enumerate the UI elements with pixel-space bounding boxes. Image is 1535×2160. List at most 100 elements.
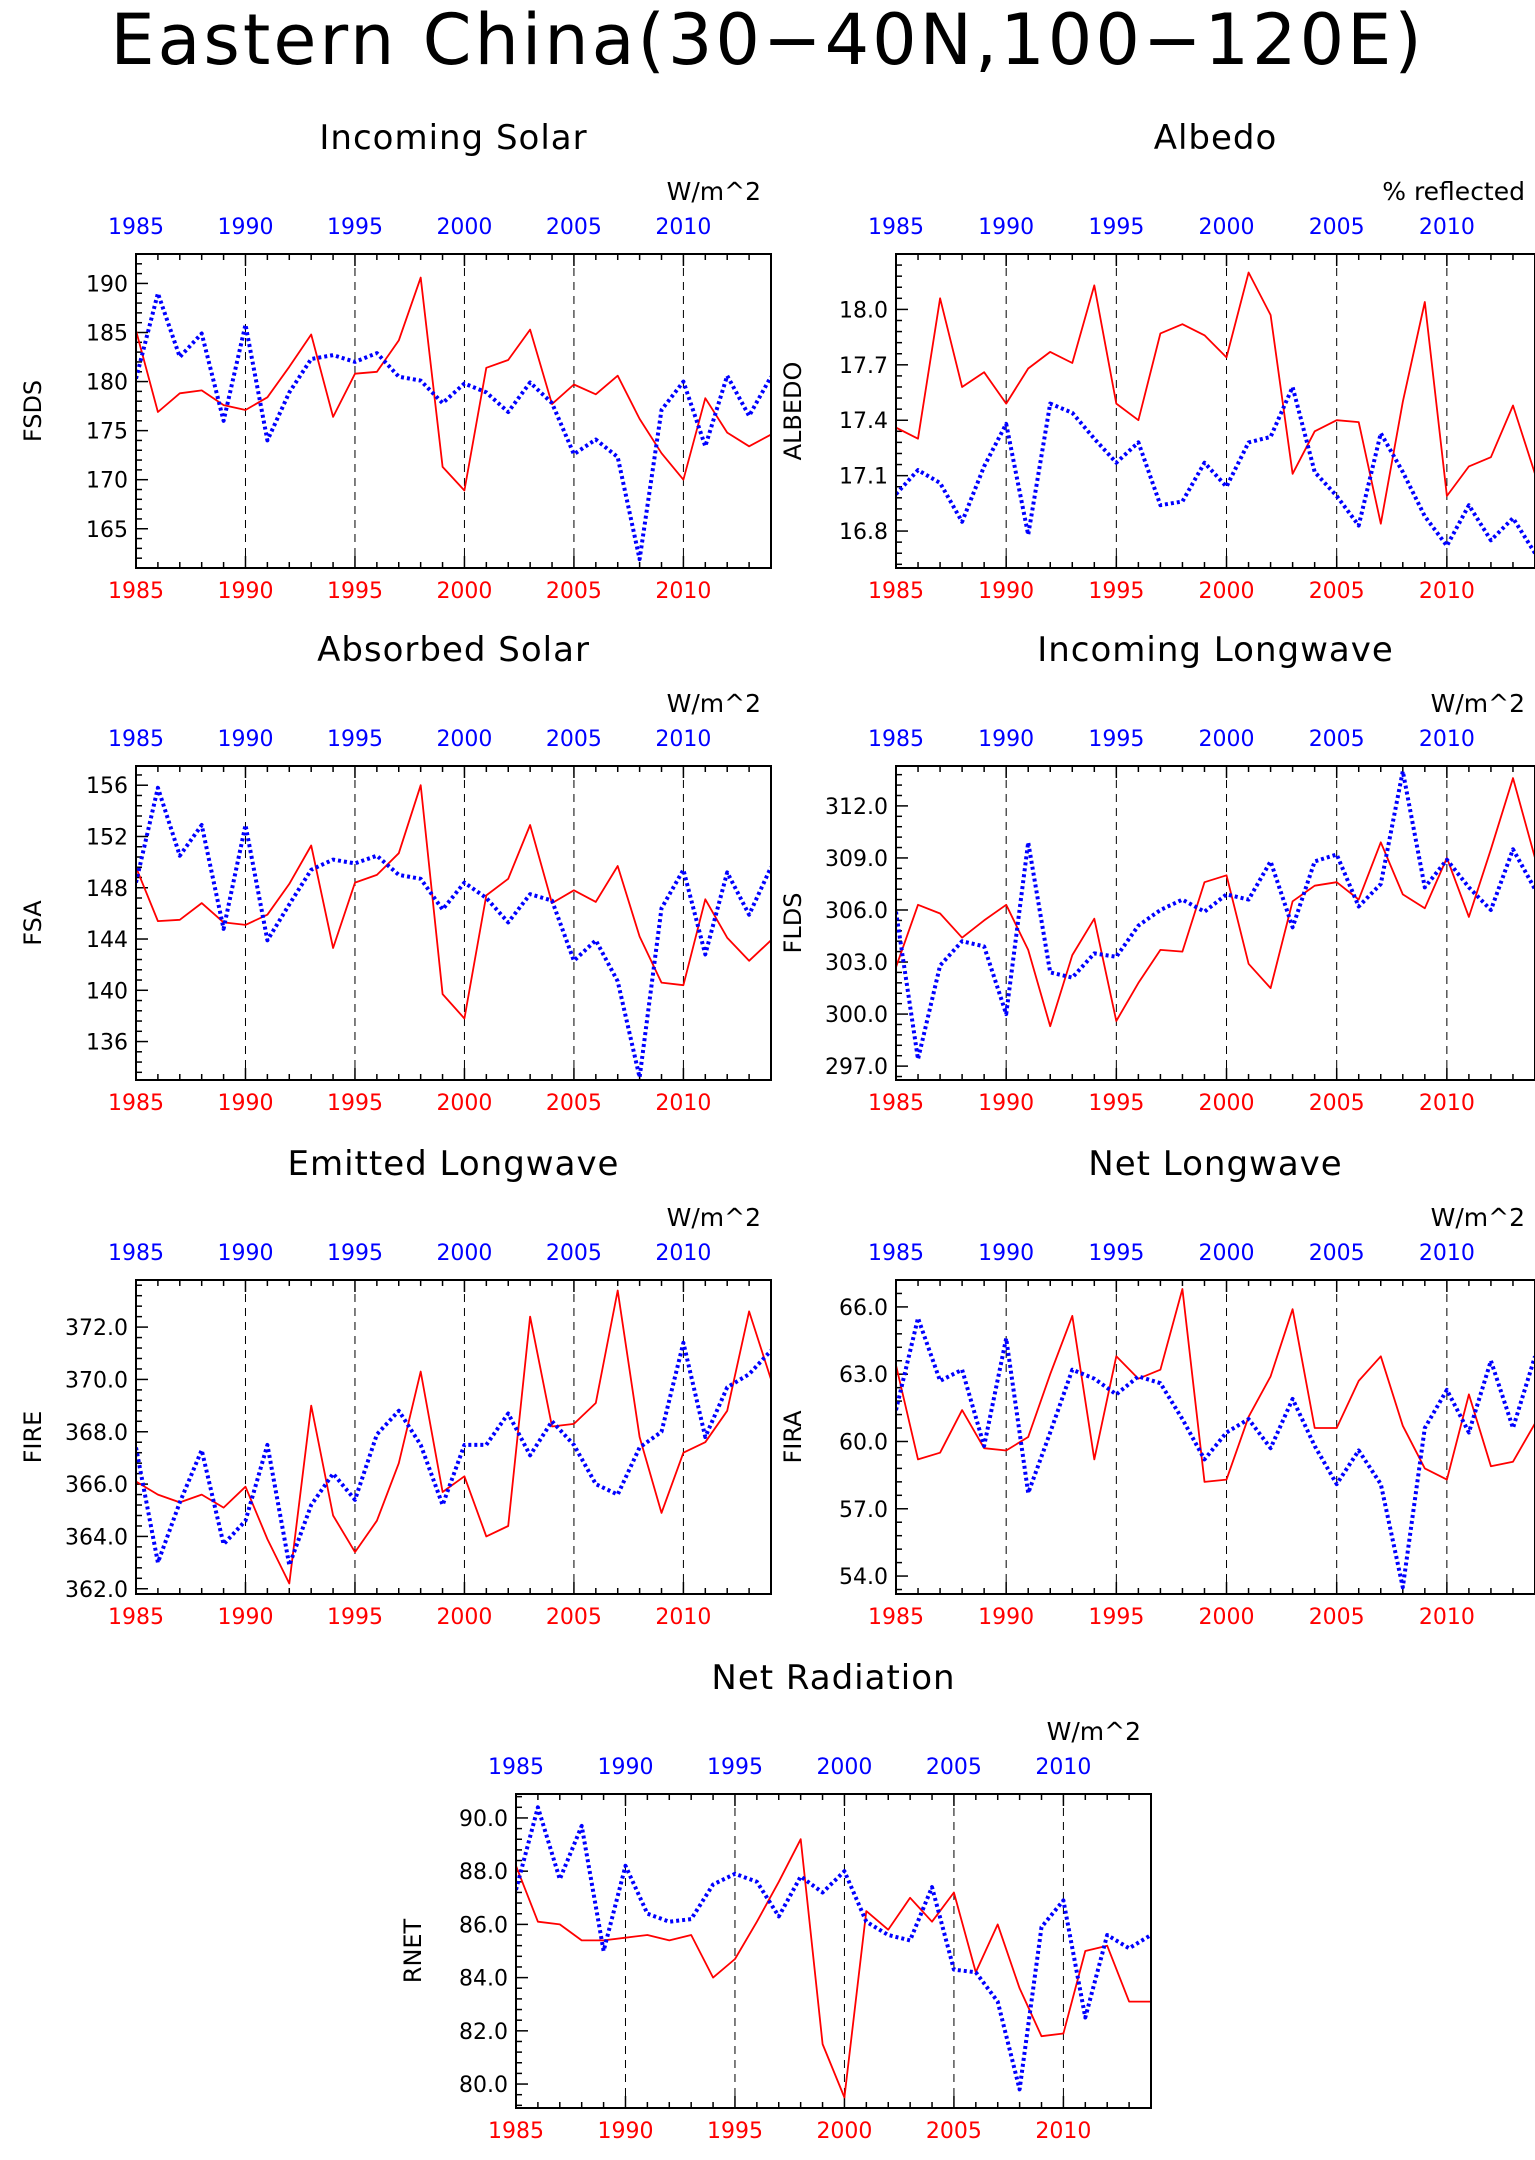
x-tick-label-top: 1990 [217, 215, 273, 240]
x-tick-label-bottom: 2005 [926, 2119, 982, 2144]
series-red-line [896, 777, 1535, 1028]
x-tick-label-top: 2010 [655, 1241, 711, 1266]
plot-frame [135, 253, 772, 569]
series-blue-line [516, 1805, 1151, 2092]
y-tick-label: 57.0 [839, 1498, 888, 1523]
x-tick-label-bottom: 1990 [597, 2119, 653, 2144]
x-tick-label-top: 2010 [1419, 1241, 1475, 1266]
y-tick-label: 84.0 [459, 1967, 508, 1992]
y-tick-label: 17.1 [839, 465, 888, 490]
y-axis-label: FSDS [19, 380, 47, 442]
y-tick-label: 136 [86, 1031, 128, 1056]
plot-frame [135, 765, 772, 1081]
y-tick-label: 88.0 [459, 1860, 508, 1885]
units-label: W/m^2 [1047, 1717, 1141, 1746]
x-tick-label-bottom: 2005 [1309, 1091, 1365, 1116]
x-tick-label-top: 1995 [1088, 727, 1144, 752]
panel-title: Absorbed Solar [317, 630, 590, 670]
x-tick-label-bottom: 2010 [1035, 2119, 1091, 2144]
plot-frame [895, 253, 1535, 569]
units-label: % reflected [1382, 177, 1525, 206]
x-tick-label-bottom: 2005 [546, 579, 602, 604]
series-red-line [136, 784, 771, 1020]
x-tick-label-top: 1985 [868, 215, 924, 240]
x-tick-label-bottom: 1985 [868, 1091, 924, 1116]
y-tick-label: 66.0 [839, 1296, 888, 1321]
y-tick-label: 140 [86, 979, 128, 1004]
y-tick-label: 152 [86, 825, 128, 850]
x-tick-label-bottom: 2005 [1309, 579, 1365, 604]
x-tick-label-top: 2010 [655, 215, 711, 240]
x-tick-label-top: 1995 [707, 1755, 763, 1780]
x-tick-label-bottom: 2010 [1419, 1091, 1475, 1116]
units-label: W/m^2 [667, 177, 761, 206]
panel-3: Absorbed Solar W/m^2 136 140 144 148 152 156 198… [19, 630, 772, 1116]
panel-4: Incoming Longwave W/m^2 297.0 300.0 303.0 306… [779, 630, 1535, 1116]
x-tick-label-bottom: 2010 [655, 579, 711, 604]
x-tick-label-bottom: 1995 [1088, 1091, 1144, 1116]
x-tick-label-bottom: 1995 [327, 1605, 383, 1630]
x-tick-label-bottom: 2000 [436, 579, 492, 604]
units-label: W/m^2 [1431, 689, 1525, 718]
x-tick-label-bottom: 2005 [546, 1091, 602, 1116]
y-tick-label: 60.0 [839, 1430, 888, 1455]
y-tick-label: 63.0 [839, 1363, 888, 1388]
x-tick-label-top: 2005 [926, 1755, 982, 1780]
y-tick-label: 17.7 [839, 354, 888, 379]
x-tick-label-bottom: 2000 [816, 2119, 872, 2144]
x-tick-label-top: 2000 [436, 215, 492, 240]
x-tick-label-bottom: 1985 [488, 2119, 544, 2144]
y-tick-label: 175 [86, 420, 128, 445]
y-axis-label: FLDS [779, 893, 807, 954]
x-tick-label-bottom: 2000 [436, 1605, 492, 1630]
panel-title: Net Radiation [711, 1658, 955, 1698]
series-red-line [136, 276, 771, 492]
y-tick-label: 368.0 [65, 1421, 128, 1446]
y-tick-label: 86.0 [459, 1913, 508, 1938]
x-tick-label-bottom: 2010 [655, 1605, 711, 1630]
panel-5: Emitted Longwave W/m^2 362.0 364.0 366.0 368.… [19, 1144, 772, 1630]
y-tick-label: 309.0 [825, 847, 888, 872]
y-tick-label: 90.0 [459, 1807, 508, 1832]
series-red-line [896, 1288, 1535, 1483]
x-tick-label-top: 2010 [1419, 215, 1475, 240]
series-blue-line [896, 769, 1535, 1062]
series-red-line [896, 271, 1535, 525]
series-blue-line [896, 385, 1535, 555]
series-blue-line [136, 291, 771, 562]
x-tick-label-bottom: 1990 [978, 1091, 1034, 1116]
x-tick-label-top: 1985 [868, 727, 924, 752]
panel-title: Net Longwave [1088, 1144, 1342, 1184]
y-tick-label: 297.0 [825, 1055, 888, 1080]
x-tick-label-top: 1985 [108, 1241, 164, 1266]
x-tick-label-top: 2005 [546, 1241, 602, 1266]
y-tick-label: 17.4 [839, 409, 888, 434]
plot-frame [515, 1793, 1152, 2109]
series-blue-line [136, 1340, 771, 1568]
series-blue-line [136, 785, 771, 1080]
x-tick-label-bottom: 2010 [1419, 1605, 1475, 1630]
x-tick-label-bottom: 1985 [868, 1605, 924, 1630]
panel-1: Incoming Solar W/m^2 165 170 175 180 185 190 198… [19, 118, 772, 604]
y-axis-label: ALBEDO [779, 362, 807, 461]
y-tick-label: 364.0 [65, 1525, 128, 1550]
y-tick-label: 18.0 [839, 298, 888, 323]
y-tick-label: 170 [86, 469, 128, 494]
x-tick-label-top: 1985 [108, 727, 164, 752]
y-tick-label: 144 [86, 928, 128, 953]
x-tick-label-top: 2010 [1419, 727, 1475, 752]
y-tick-label: 54.0 [839, 1565, 888, 1590]
x-tick-label-top: 1990 [978, 727, 1034, 752]
y-tick-label: 165 [86, 518, 128, 543]
x-tick-label-bottom: 2010 [1419, 579, 1475, 604]
plot-frame [135, 1279, 772, 1595]
x-tick-label-bottom: 1990 [217, 1091, 273, 1116]
x-tick-label-top: 2000 [1199, 727, 1255, 752]
x-tick-label-bottom: 1995 [1088, 579, 1144, 604]
x-tick-label-bottom: 1985 [868, 579, 924, 604]
y-axis-label: RNET [399, 1918, 427, 1983]
x-tick-label-top: 1990 [597, 1755, 653, 1780]
y-tick-label: 372.0 [65, 1316, 128, 1341]
y-tick-label: 82.0 [459, 2020, 508, 2045]
x-tick-label-bottom: 1985 [108, 1605, 164, 1630]
